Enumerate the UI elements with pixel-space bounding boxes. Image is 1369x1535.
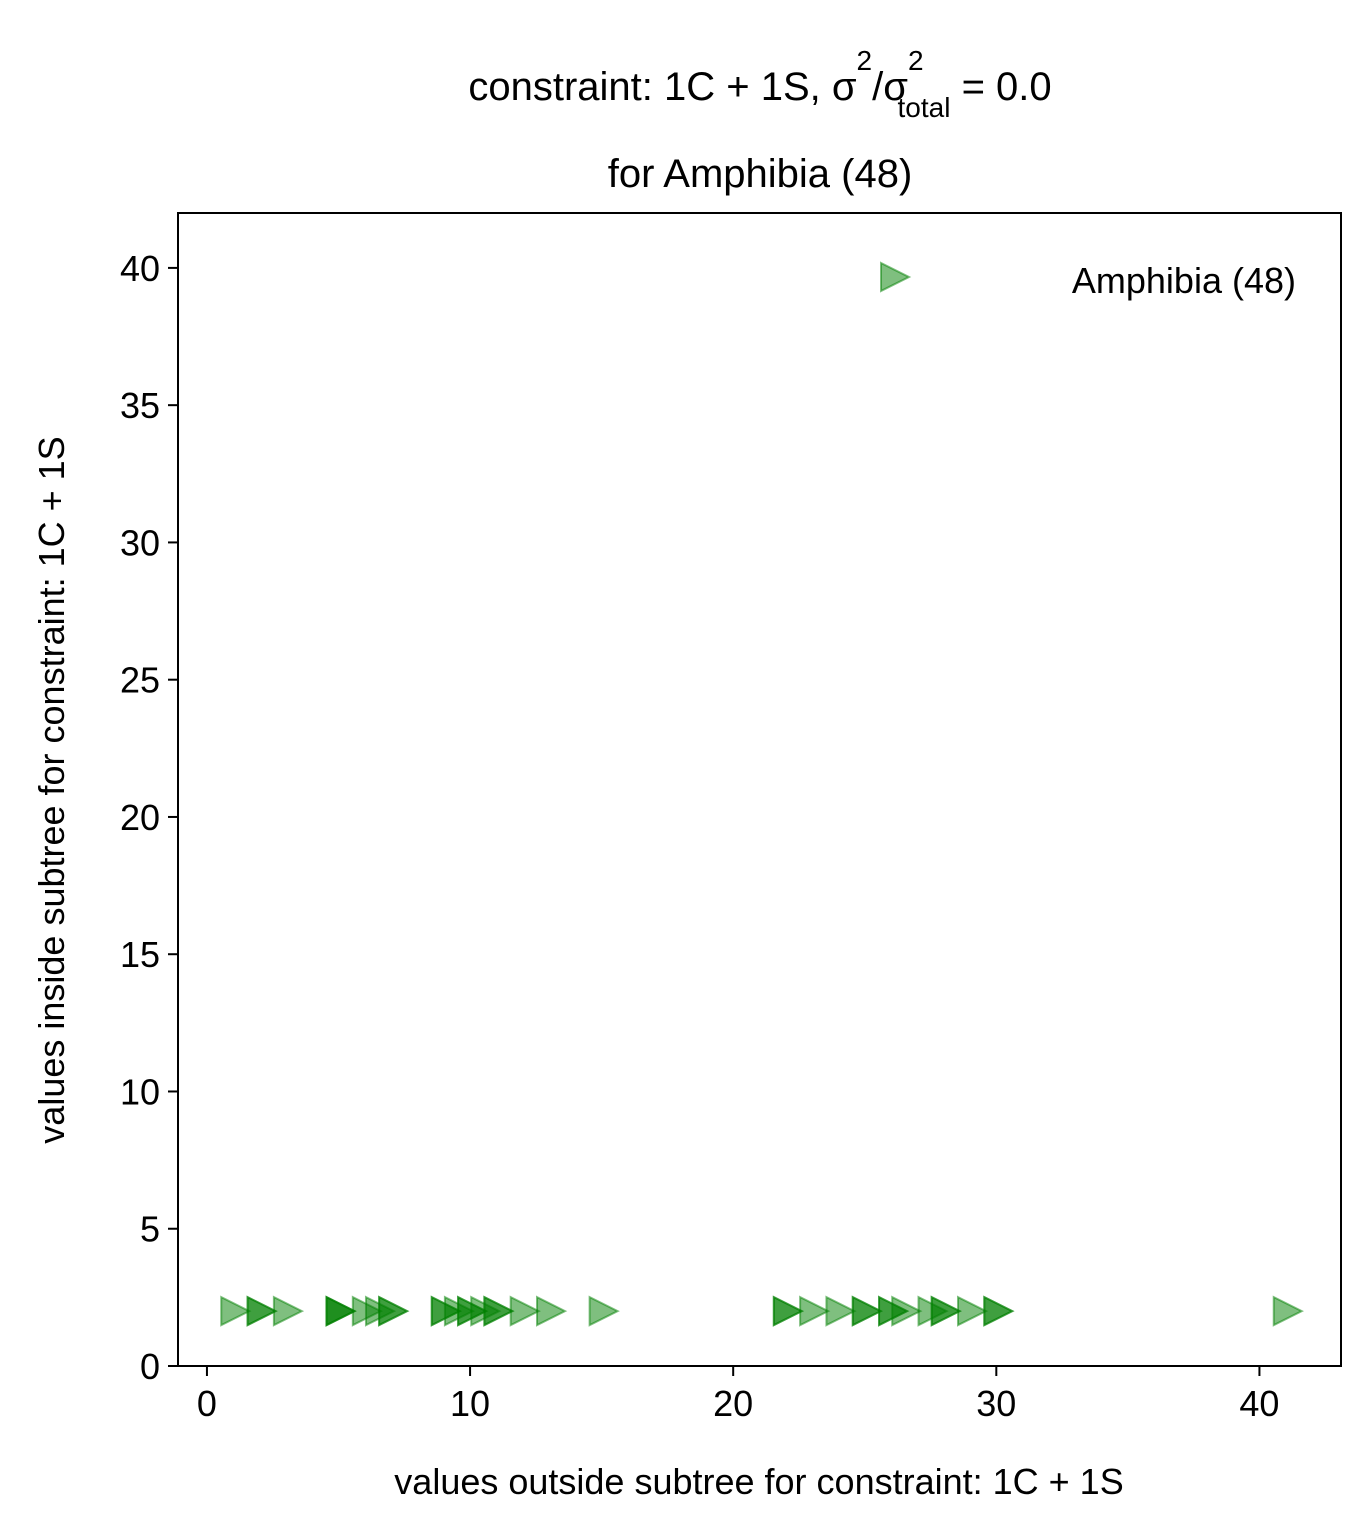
y-axis-ticks: 0 5 10 15 20 25 30 35 40: [120, 248, 178, 1387]
data-point-triangle: [588, 1295, 620, 1327]
data-point-triangle: [536, 1295, 568, 1327]
data-point-triangle: [272, 1295, 305, 1327]
y-tick-label: 40: [120, 248, 160, 289]
x-tick-label: 40: [1239, 1383, 1279, 1424]
y-tick-label: 5: [140, 1209, 160, 1250]
legend: Amphibia (48): [880, 260, 1296, 301]
data-point-triangle: [825, 1295, 857, 1327]
data-point-triangle: [772, 1295, 805, 1327]
chart-title-line1: constraint: 1C + 1S, σ2/σ2 total = 0.0: [468, 45, 1051, 123]
x-tick-label: 30: [976, 1383, 1016, 1424]
y-tick-label: 35: [120, 385, 160, 426]
legend-marker: [880, 261, 912, 293]
data-point-triangle: [220, 1295, 252, 1327]
y-tick-label: 20: [120, 797, 160, 838]
y-tick-label: 25: [120, 660, 160, 701]
legend-label: Amphibia (48): [1072, 260, 1296, 301]
data-point-triangle: [851, 1295, 883, 1327]
data-point-triangle: [1272, 1295, 1304, 1327]
data-point-triangle: [483, 1295, 515, 1327]
x-tick-label: 20: [713, 1383, 753, 1424]
data-point-triangle: [509, 1295, 541, 1327]
data-point-triangle: [378, 1295, 410, 1327]
x-tick-label: 10: [450, 1383, 490, 1424]
data-point-triangle: [325, 1295, 357, 1327]
y-tick-label: 15: [120, 934, 160, 975]
plot-area: [177, 212, 1342, 1367]
x-axis-ticks: 0 10 20 30 40: [197, 1366, 1279, 1424]
data-point-triangle: [930, 1295, 962, 1327]
chart-title-line2: for Amphibia (48): [608, 152, 913, 196]
y-axis-label: values inside subtree for constraint: 1C…: [31, 436, 72, 1143]
data-point-triangle: [956, 1295, 989, 1327]
x-tick-label: 0: [197, 1383, 217, 1424]
data-point-triangle: [799, 1295, 831, 1327]
data-point-triangle: [246, 1295, 278, 1327]
y-tick-label: 30: [120, 522, 160, 563]
y-tick-label: 10: [120, 1071, 160, 1112]
data-point-triangle: [891, 1295, 923, 1327]
x-axis-label: values outside subtree for constraint: 1…: [394, 1461, 1123, 1502]
data-points: [220, 1295, 1304, 1327]
y-tick-label: 0: [140, 1346, 160, 1387]
data-point-triangle: [983, 1295, 1015, 1327]
